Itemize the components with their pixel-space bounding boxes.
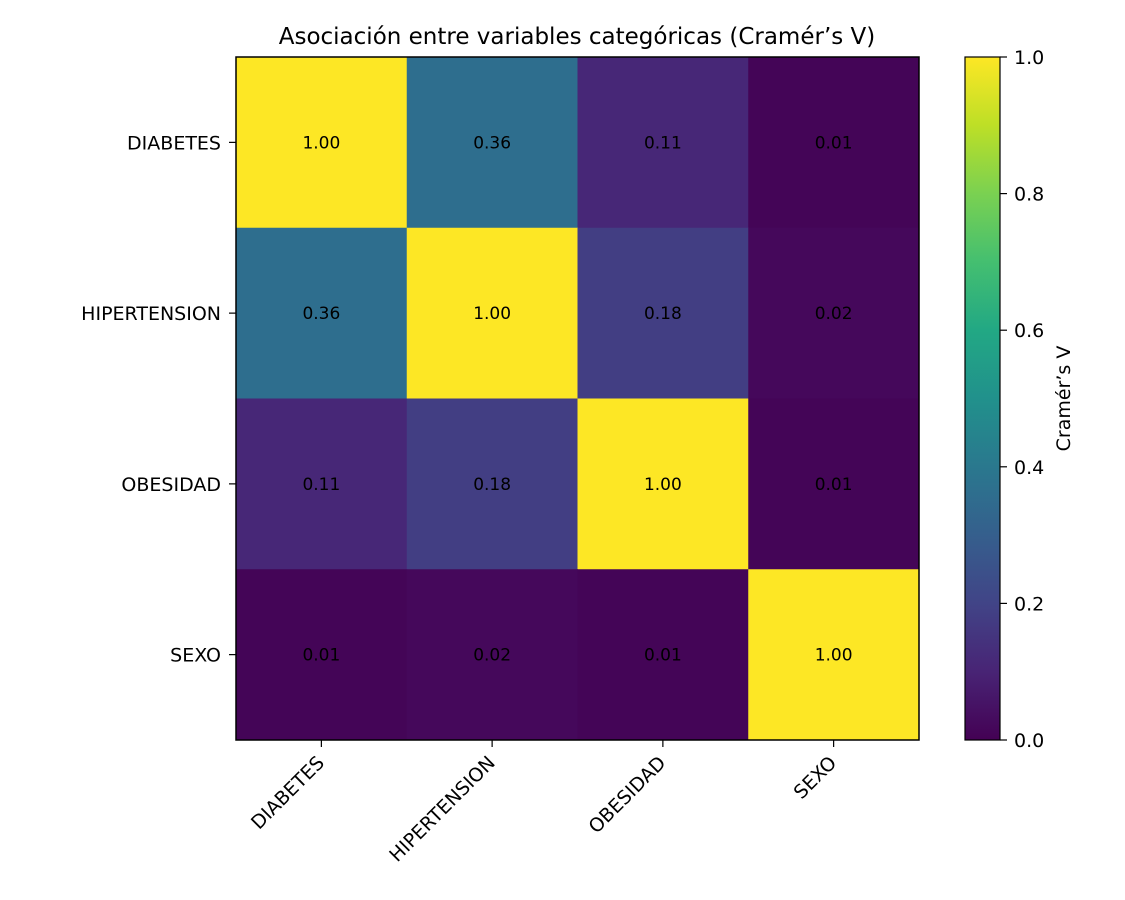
cell-value-label: 1.00: [815, 646, 853, 666]
cell-value-label: 0.01: [302, 646, 340, 666]
heatmap-cell: [236, 57, 408, 229]
colorbar-tick-label: 0.0: [1014, 730, 1044, 752]
heatmap-cell: [236, 398, 408, 570]
heatmap-cell: [406, 57, 578, 229]
cell-value-label: 0.36: [473, 133, 511, 153]
colorbar-tick-label: 1.0: [1014, 47, 1044, 69]
y-tick-label: HIPERTENSION: [81, 303, 221, 325]
heatmap-cell: [406, 569, 578, 741]
heatmap-cell-labels: 1.00 0.36 0.11 0.01 0.36 1.00 0.18 0.02 0.11 0.18…: [302, 133, 852, 665]
cell-value-label: 0.02: [473, 646, 511, 666]
cell-value-label: 0.18: [644, 304, 682, 324]
colorbar-tick-label: 0.8: [1014, 184, 1044, 206]
colorbar-tick-label: 0.2: [1014, 593, 1044, 615]
cell-value-label: 1.00: [473, 304, 511, 324]
heatmap-cell: [577, 398, 749, 570]
heatmap-cell: [236, 227, 408, 399]
cell-value-label: 0.01: [815, 475, 853, 495]
heatmap-cell: [406, 398, 578, 570]
cell-value-label: 1.00: [302, 133, 340, 153]
colorbar-frame: [964, 56, 1001, 741]
chart-title: Asociación entre variables categóricas (…: [279, 24, 876, 50]
heatmap-cell: [236, 569, 408, 741]
colorbar-tick-label: 0.4: [1014, 457, 1044, 479]
heatmap-cell: [748, 569, 920, 741]
heatmap-cell: [577, 569, 749, 741]
heatmap-cell: [748, 57, 920, 229]
heatmap-cell: [577, 227, 749, 399]
cell-value-label: 0.01: [644, 646, 682, 666]
x-tick-label: HIPERTENSION: [385, 752, 499, 866]
heatmap-cell: [577, 57, 749, 229]
cell-value-label: 0.36: [302, 304, 340, 324]
colorbar-tick-label: 0.6: [1014, 320, 1044, 342]
cell-value-label: 0.01: [815, 133, 853, 153]
plot-frame: [235, 56, 920, 741]
y-tick-label: DIABETES: [127, 132, 221, 154]
heatmap-cell: [748, 227, 920, 399]
x-tick-label: SEXO: [790, 752, 841, 803]
heatmap-cells: [236, 57, 920, 741]
colorbar-gradient: [965, 57, 1000, 740]
y-tick-label: SEXO: [170, 645, 221, 667]
x-tick-label: DIABETES: [247, 752, 329, 834]
y-axis: DIABETES HIPERTENSION OBESIDAD SEXO: [81, 132, 236, 667]
heatmap-cell: [406, 227, 578, 399]
y-tick-label: OBESIDAD: [121, 474, 221, 496]
cell-value-label: 0.11: [302, 475, 340, 495]
colorbar: 0.0 0.2 0.4 0.6 0.8 1.0: [964, 47, 1044, 752]
colorbar-label: Cramér’s V: [1053, 346, 1075, 452]
x-tick-label: OBESIDAD: [584, 752, 670, 838]
cell-value-label: 0.02: [815, 304, 853, 324]
heatmap-cell: [748, 398, 920, 570]
x-axis: DIABETES HIPERTENSION OBESIDAD SEXO: [247, 740, 841, 866]
cell-value-label: 0.11: [644, 133, 682, 153]
cell-value-label: 0.18: [473, 475, 511, 495]
cell-value-label: 1.00: [644, 475, 682, 495]
